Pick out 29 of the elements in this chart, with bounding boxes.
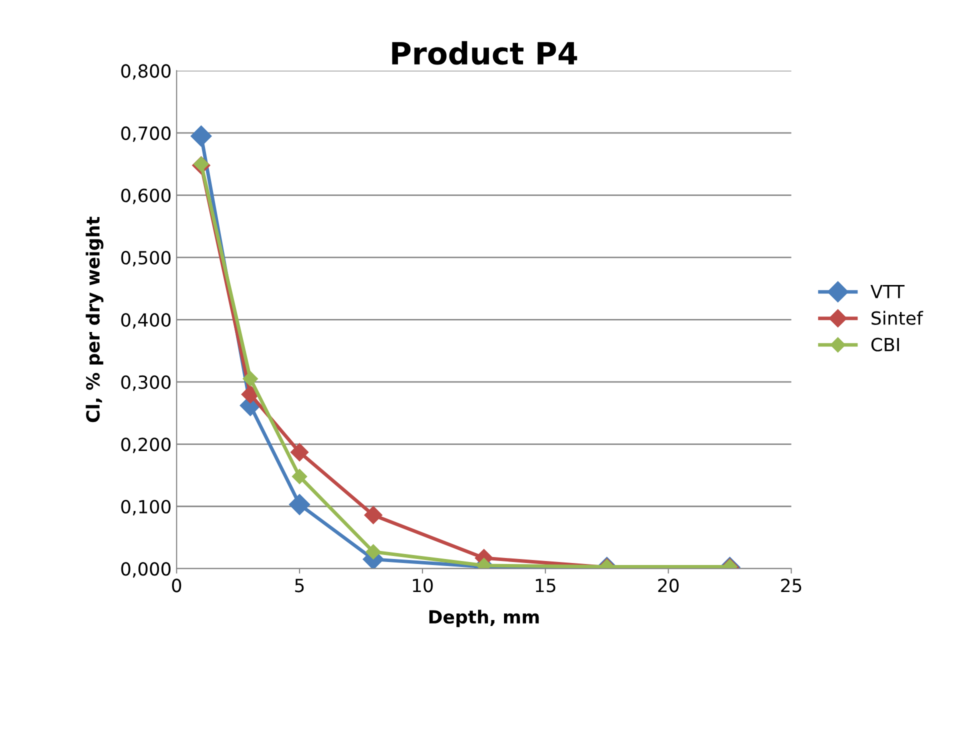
point — [242, 371, 258, 386]
legend-label: VTT — [870, 284, 905, 298]
y-tick-label: 0,200 — [121, 438, 171, 454]
y-tick-label: 0,000 — [121, 562, 171, 578]
y-tick-label: 0,800 — [121, 64, 171, 80]
point — [292, 468, 308, 484]
x-tick-label: 20 — [658, 578, 679, 592]
x-tick-label: 15 — [536, 578, 556, 592]
point — [366, 544, 381, 560]
y-tick-label: 0,700 — [121, 126, 171, 142]
y-tick-label: 0,300 — [121, 375, 171, 391]
point — [364, 506, 382, 524]
point — [289, 494, 310, 516]
point — [190, 126, 212, 147]
y-axis-title: Cl, % per dry weight — [86, 216, 104, 422]
y-tick-label: 0,100 — [121, 500, 171, 516]
x-axis-title: Depth, mm — [429, 610, 539, 628]
x-tick-label: 10 — [412, 578, 433, 592]
y-tick-label: 0,600 — [121, 188, 171, 204]
x-tick-label: 5 — [295, 578, 304, 592]
legend-label: Sintef — [872, 310, 924, 325]
point — [290, 443, 309, 462]
x-tick-label: 25 — [781, 578, 802, 592]
y-tick-label: 0,400 — [121, 313, 171, 329]
point — [241, 385, 260, 404]
x-tick-label: 0 — [172, 578, 182, 592]
legend-label: CBI — [871, 338, 899, 352]
chart-title: Product P4 — [392, 41, 578, 65]
y-tick-label: 0,500 — [121, 250, 171, 266]
